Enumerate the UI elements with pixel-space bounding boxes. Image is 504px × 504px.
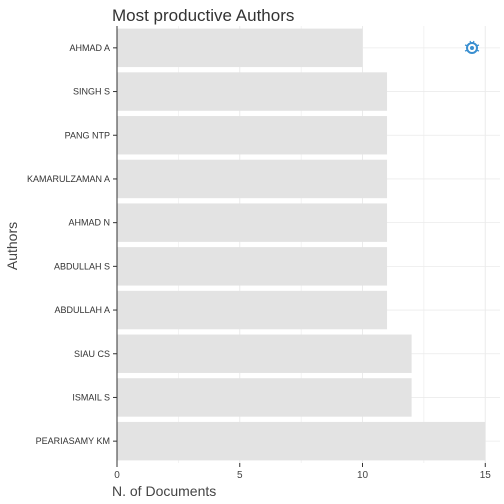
bar-singh-s xyxy=(117,72,388,111)
y-tick-label: AHMAD N xyxy=(68,218,110,228)
y-tick-label: PANG NTP xyxy=(65,130,110,140)
bar-abdullah-s xyxy=(117,247,388,286)
x-axis-ticks: 0 5 10 15 xyxy=(114,463,491,481)
bug-logo-icon xyxy=(464,40,480,54)
bar-ahmad-n xyxy=(117,203,388,242)
y-tick-label: ISMAIL S xyxy=(72,392,110,402)
bar-abdullah-a xyxy=(117,290,388,330)
y-tick-label: ABDULLAH A xyxy=(54,305,110,315)
bar-ismail-s xyxy=(117,378,412,417)
bars xyxy=(117,28,486,461)
y-tick-label: ABDULLAH S xyxy=(54,261,110,271)
bar-kamarulzaman-a xyxy=(117,159,388,199)
y-axis-title: Authors xyxy=(4,222,20,270)
y-tick-label: KAMARULZAMAN A xyxy=(27,174,110,184)
y-tick-label: SINGH S xyxy=(73,87,110,97)
bar-ahmad-a xyxy=(117,28,363,68)
x-axis-title: N. of Documents xyxy=(112,483,216,499)
bar-siau-cs xyxy=(117,334,412,373)
y-tick-label: AHMAD A xyxy=(69,43,110,53)
y-tick-label: PEARIASAMY KM xyxy=(36,436,110,446)
x-tick-label: 0 xyxy=(114,470,120,481)
x-tick-label: 5 xyxy=(237,470,243,481)
bar-pang-ntp xyxy=(117,116,388,155)
x-tick-label: 10 xyxy=(357,470,369,481)
bar-peariasamy-km xyxy=(117,421,486,461)
y-tick-label: SIAU CS xyxy=(74,349,110,359)
x-tick-label: 15 xyxy=(480,470,492,481)
y-axis-ticks: AHMAD A SINGH S PANG NTP KAMARULZAMAN A AHMA… xyxy=(27,43,117,446)
chart-title: Most productive Authors xyxy=(112,6,294,25)
